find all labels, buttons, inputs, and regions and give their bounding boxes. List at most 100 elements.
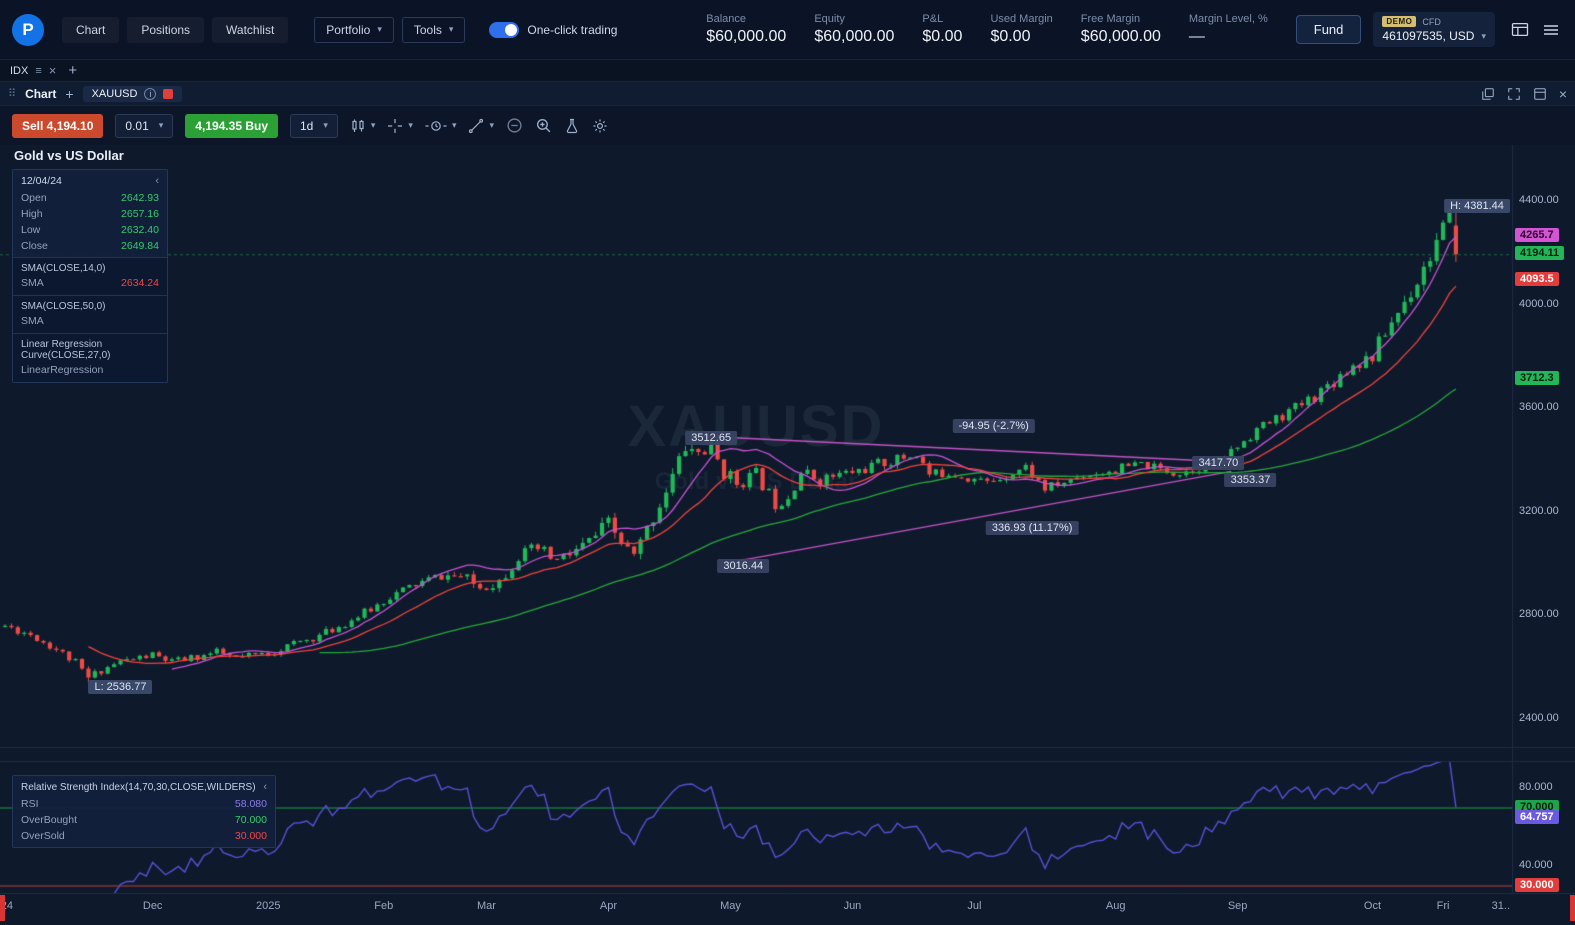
stat-used-margin: Used Margin $0.00 [990, 13, 1052, 46]
stat-value: $0.00 [990, 28, 1031, 45]
tab-label: IDX [10, 64, 29, 77]
workspace-tabstrip: IDX ≡ × + [0, 60, 1575, 82]
chevron-down-icon: ▾ [377, 24, 382, 34]
trade-toolbar: Sell 4,194.10 0.01 ▾ 4,194.35 Buy 1d ▾ ▾… [0, 106, 1575, 145]
add-chart-button[interactable]: + [65, 85, 74, 102]
zoom-in-icon[interactable] [535, 117, 552, 134]
chart-region[interactable]: XAUUSD Gold vs US Dollar Gold vs US Doll… [0, 145, 1575, 925]
timeframe-select[interactable]: 1d ▾ [290, 113, 338, 138]
settings-gear-icon[interactable] [592, 118, 608, 134]
symbol-tab-label: XAUUSD [91, 87, 138, 100]
chevron-down-icon: ▾ [448, 24, 454, 34]
account-stats: Balance $60,000.00 Equity $60,000.00 P&L… [706, 13, 1268, 46]
legend-row-low: Low 2632.40 [21, 224, 159, 236]
header-icons [1511, 22, 1559, 37]
layout-panels-icon[interactable] [1511, 22, 1529, 37]
legend-row-close: Close 2649.84 [21, 240, 159, 252]
rsi-row: RSI 58.080 [21, 798, 267, 810]
nav-positions-button[interactable]: Positions [127, 16, 205, 43]
app-logo[interactable]: P [12, 13, 44, 46]
ohlc-legend-panel: 12/04/24 ‹ Open 2642.93 High 2657.16 Low 26… [12, 169, 168, 383]
chevron-down-icon: ▾ [370, 120, 376, 130]
legend-sma14-section[interactable]: SMA(CLOSE,14,0) SMA 2634.24 [13, 257, 167, 295]
header-dropdowns: Portfolio ▾ Tools ▾ [314, 16, 466, 43]
stat-label: P&L [922, 13, 944, 25]
account-selector[interactable]: DEMO CFD 461097535, USD ▾ [1373, 12, 1495, 47]
tools-dropdown[interactable]: Tools ▾ [401, 16, 466, 43]
rsi-overbought-row: OverBought 70.000 [21, 814, 267, 826]
timeframe-value: 1d [300, 118, 314, 133]
interval-marks-dropdown[interactable]: ▾ [425, 118, 457, 134]
panel-layout-icon[interactable] [1533, 87, 1547, 101]
nav-watchlist-button[interactable]: Watchlist [212, 16, 289, 43]
tools-dropdown-label: Tools [413, 22, 442, 37]
one-click-trading-toggle[interactable] [489, 21, 520, 38]
legend-sma50-section[interactable]: SMA(CLOSE,50,0) SMA [13, 295, 167, 333]
tab-idx[interactable]: IDX ≡ × [10, 64, 56, 77]
nav-chart-button[interactable]: Chart [62, 16, 120, 43]
collapse-rsi-legend-icon[interactable]: ‹ [263, 781, 267, 793]
chevron-down-icon: ▾ [489, 120, 495, 130]
stat-value: — [1188, 28, 1205, 45]
chart-title: Gold vs US Dollar [14, 148, 124, 163]
stat-pnl: P&L $0.00 [922, 13, 962, 46]
quantity-value: 0.01 [125, 118, 149, 133]
chevron-down-icon: ▾ [408, 120, 413, 130]
stat-balance: Balance $60,000.00 [706, 13, 786, 46]
one-click-trading-control: One-click trading [489, 21, 618, 38]
legend-row-high: High 2657.16 [21, 208, 159, 220]
stat-value: $0.00 [922, 28, 963, 45]
toggle-knob [505, 23, 518, 36]
demo-badge: DEMO [1382, 16, 1417, 27]
chevron-down-icon: ▾ [323, 120, 328, 130]
chart-type-dropdown[interactable]: ▾ [350, 118, 376, 134]
account-number-row: 461097535, USD ▾ [1382, 29, 1486, 43]
stat-value: $60,000.00 [1080, 28, 1161, 45]
portfolio-dropdown[interactable]: Portfolio ▾ [314, 16, 394, 43]
drag-handle-icon[interactable]: ⠿ [8, 88, 17, 100]
legend-row-open: Open 2642.93 [21, 192, 159, 204]
sell-button[interactable]: Sell 4,194.10 [12, 113, 104, 138]
stat-label: Balance [706, 13, 746, 25]
one-click-trading-label: One-click trading [527, 22, 618, 37]
info-icon[interactable]: i [144, 87, 157, 100]
chevron-down-icon: ▾ [451, 120, 457, 130]
crosshair-dropdown[interactable]: ▾ [387, 118, 413, 134]
fullscreen-icon[interactable] [1507, 87, 1521, 101]
fund-button[interactable]: Fund [1295, 15, 1362, 44]
top-bar: P Chart Positions Watchlist Portfolio ▾ … [0, 0, 1575, 60]
collapse-legend-icon[interactable]: ‹ [155, 175, 159, 187]
stat-equity: Equity $60,000.00 [814, 13, 894, 46]
chevron-down-icon: ▾ [158, 120, 164, 130]
circle-minus-icon[interactable] [506, 117, 523, 134]
stat-free-margin: Free Margin $60,000.00 [1081, 13, 1161, 46]
stat-value: $60,000.00 [814, 28, 895, 45]
legend-linreg-section[interactable]: Linear Regression Curve(CLOSE,27,0) Line… [13, 333, 167, 382]
stat-value: $60,000.00 [706, 28, 787, 45]
quantity-select[interactable]: 0.01 ▾ [115, 113, 174, 138]
tab-menu-icon[interactable]: ≡ [35, 64, 42, 77]
chevron-down-icon: ▾ [1481, 30, 1486, 41]
clock-interval-icon [425, 120, 447, 131]
add-tab-button[interactable]: + [68, 62, 78, 79]
rsi-legend-panel: Relative Strength Index(14,70,30,CLOSE,W… [12, 775, 276, 848]
indicators-flask-icon[interactable] [564, 118, 580, 134]
rsi-oversold-row: OverSold 30.000 [21, 830, 267, 842]
legend-date: 12/04/24 [21, 175, 62, 187]
symbol-tab-xauusd[interactable]: XAUUSD i [82, 85, 183, 102]
close-icon[interactable]: × [1558, 85, 1567, 102]
drawing-tools-dropdown[interactable]: ▾ [468, 118, 494, 134]
account-number: 461097535, USD [1382, 29, 1475, 43]
app-logo-letter: P [22, 19, 34, 39]
rsi-title: Relative Strength Index(14,70,30,CLOSE,W… [21, 781, 256, 793]
hamburger-menu-icon[interactable] [1543, 23, 1559, 37]
main-nav: Chart Positions Watchlist [62, 16, 289, 43]
buy-button[interactable]: 4,194.35 Buy [185, 113, 278, 138]
stat-label: Margin Level, % [1188, 13, 1268, 25]
cfd-label: CFD [1422, 16, 1441, 27]
popout-icon[interactable] [1481, 87, 1495, 101]
chart-window-controls: × [1481, 87, 1567, 101]
stat-label: Free Margin [1080, 13, 1141, 25]
tab-close-icon[interactable]: × [48, 63, 57, 78]
